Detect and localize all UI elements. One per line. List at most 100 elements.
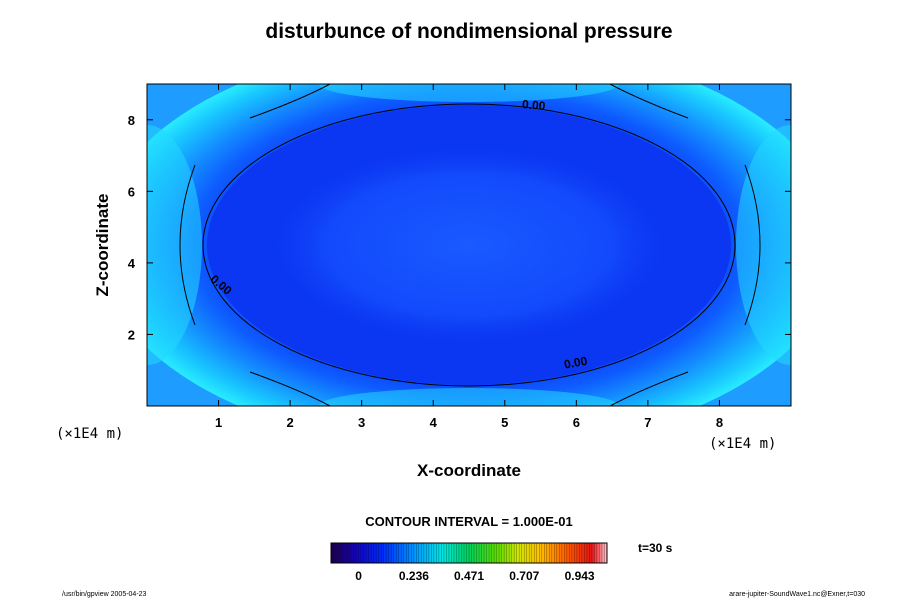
plot-frame [146,83,792,407]
colorbar-swatch [466,543,470,563]
colorbar-swatch [403,543,407,563]
y-axis-unit: (×1E4 m) [56,426,123,442]
zero-contour-arc [249,84,331,119]
colorbar-swatch [428,543,432,563]
colorbar-swatch [526,543,530,563]
zero-contour-arc [179,164,196,326]
colorbar-swatch [368,543,372,563]
colorbar-swatch [431,543,435,563]
time-text: t=30 s [638,541,673,555]
colorbar-swatch [579,543,583,563]
x-tick-label: 3 [358,415,365,430]
colorbar-swatch [351,543,354,563]
colorbar-swatch [501,543,505,563]
colorbar-swatch [531,543,535,563]
colorbar-swatch [366,543,369,563]
y-axis-label: Z-coordinate [93,194,112,297]
colorbar-swatch [581,543,585,563]
contour-label: 0.00 [563,354,589,372]
colorbar-swatch [356,543,359,563]
colorbar-swatch [571,543,575,563]
colorbar-swatch [443,543,447,563]
colorbar-swatch [388,543,392,563]
colorbar-swatch [343,543,347,563]
colorbar-swatch [383,543,387,563]
colorbar-swatch [346,543,349,563]
colorbar-swatch [481,543,485,563]
colorbar-tick-label: 0.471 [454,569,484,583]
colorbar-swatch [413,543,417,563]
colorbar-swatch [489,543,492,563]
colorbar-swatch [408,543,412,563]
colorbar-swatch [554,543,558,563]
contour-label: 0.00 [522,97,547,113]
colorbar-swatch [519,543,522,563]
colorbar-swatch [411,543,415,563]
colorbar-swatch [361,543,364,563]
footer-right: arare-jupiter-SoundWave1.nc@Exner,t=030 [729,591,865,598]
colorbar-swatch [516,543,520,563]
colorbar-swatch [511,543,515,563]
colorbar-swatch [499,543,502,563]
y-tick-label: 6 [128,184,135,199]
chart-title: disturbunce of nondimensional pressure [265,20,672,43]
x-tick-label: 1 [215,415,222,430]
colorbar-swatch [421,543,425,563]
colorbar-swatch [566,543,570,563]
colorbar-swatch [486,543,490,563]
colorbar-swatch [341,543,344,563]
colorbar-swatch [456,543,460,563]
colorbar-swatch [378,543,382,563]
colorbar-swatch [406,543,410,563]
colorbar-swatch [584,543,588,563]
colorbar-swatch [601,543,605,563]
colorbar-swatch [463,543,467,563]
colorbar-swatch [546,543,550,563]
colorbar-swatch [376,543,379,563]
colorbar-swatch [348,543,352,563]
colorbar-swatch [333,543,337,563]
colorbar-swatch [336,543,339,563]
colorbar-swatch [504,543,507,563]
colorbar-swatch [461,543,465,563]
colorbar-swatch [469,543,472,563]
colorbar-swatch [551,543,555,563]
x-tick-label: 6 [573,415,580,430]
zero-contour-arc [609,84,689,119]
colorbar-swatch [569,543,573,563]
footer-left: /usr/bin/gpview 2005-04-23 [62,591,147,598]
x-tick-label: 5 [501,415,508,430]
colorbar-tick-label: 0.707 [509,569,539,583]
zero-contour-arc [609,371,689,406]
colorbar-swatch [556,543,560,563]
colorbar-swatch [453,543,457,563]
colorbar-swatch [373,543,377,563]
colorbar-swatch [416,543,420,563]
colorbar-tick-label: 0 [355,569,362,583]
colorbar-tick-label: 0.943 [565,569,595,583]
colorbar-swatch [524,543,528,563]
colorbar-swatch [418,543,422,563]
colorbar-swatch [451,543,455,563]
colorbar-swatch [596,543,600,563]
colorbar-swatch [564,543,568,563]
colorbar-swatch [521,543,525,563]
colorbar-swatch [591,543,595,563]
colorbar-swatch [448,543,452,563]
x-tick-label: 7 [644,415,651,430]
colorbar-swatch [441,543,445,563]
colorbar-swatch [446,543,450,563]
colorbar-swatch [539,543,543,563]
colorbar-swatch [574,543,578,563]
contour-interval-text: CONTOUR INTERVAL = 1.000E-01 [365,514,572,529]
x-axis-label: X-coordinate [417,461,521,480]
colorbar-swatch [599,543,603,563]
colorbar-swatch [393,543,397,563]
colorbar-swatch [423,543,427,563]
colorbar-swatch [386,543,390,563]
colorbar-swatch [433,543,437,563]
colorbar-swatch [594,543,598,563]
colorbar-swatch [491,543,495,563]
colorbar-swatch [559,543,563,563]
